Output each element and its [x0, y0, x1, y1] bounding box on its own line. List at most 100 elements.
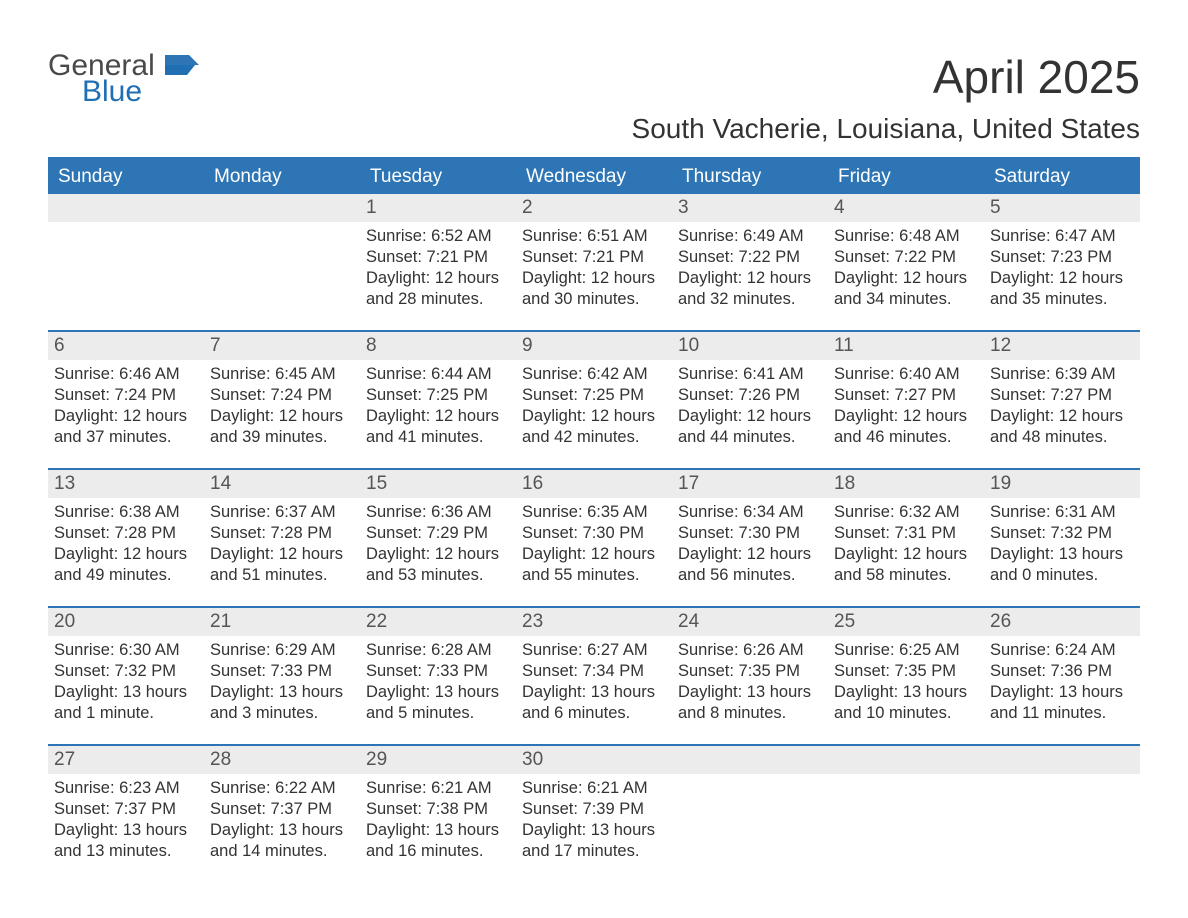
calendar-week: 6789101112Sunrise: 6:46 AMSunset: 7:24 P… — [48, 330, 1140, 468]
sunrise-text: Sunrise: 6:48 AM — [834, 226, 978, 247]
flag-icon — [165, 49, 199, 82]
day-number: 4 — [828, 194, 984, 222]
location-subtitle: South Vacherie, Louisiana, United States — [48, 113, 1140, 145]
daylight-text: Daylight: 12 hours and 44 minutes. — [678, 406, 822, 448]
calendar-cell: Sunrise: 6:35 AMSunset: 7:30 PMDaylight:… — [516, 498, 672, 606]
day-number: 6 — [48, 332, 204, 360]
calendar-cell: Sunrise: 6:21 AMSunset: 7:39 PMDaylight:… — [516, 774, 672, 882]
dayname: Tuesday — [360, 160, 516, 194]
calendar-cell: Sunrise: 6:49 AMSunset: 7:22 PMDaylight:… — [672, 222, 828, 330]
daynum-row: 20212223242526 — [48, 608, 1140, 636]
daylight-text: Daylight: 12 hours and 32 minutes. — [678, 268, 822, 310]
sunrise-text: Sunrise: 6:22 AM — [210, 778, 354, 799]
daylight-text: Daylight: 12 hours and 42 minutes. — [522, 406, 666, 448]
calendar-cell: Sunrise: 6:26 AMSunset: 7:35 PMDaylight:… — [672, 636, 828, 744]
day-number: 14 — [204, 470, 360, 498]
sunset-text: Sunset: 7:33 PM — [366, 661, 510, 682]
daylight-text: Daylight: 13 hours and 10 minutes. — [834, 682, 978, 724]
day-number: 11 — [828, 332, 984, 360]
day-number: 17 — [672, 470, 828, 498]
day-number: 2 — [516, 194, 672, 222]
day-number: 22 — [360, 608, 516, 636]
sunrise-text: Sunrise: 6:23 AM — [54, 778, 198, 799]
sunrise-text: Sunrise: 6:37 AM — [210, 502, 354, 523]
sunrise-text: Sunrise: 6:52 AM — [366, 226, 510, 247]
calendar-cell: Sunrise: 6:36 AMSunset: 7:29 PMDaylight:… — [360, 498, 516, 606]
calendar-cell: Sunrise: 6:46 AMSunset: 7:24 PMDaylight:… — [48, 360, 204, 468]
daylight-text: Daylight: 13 hours and 16 minutes. — [366, 820, 510, 862]
daylight-text: Daylight: 12 hours and 28 minutes. — [366, 268, 510, 310]
calendar-cell — [48, 222, 204, 330]
daynum-row: 27282930 — [48, 746, 1140, 774]
day-number: 27 — [48, 746, 204, 774]
calendar-cell: Sunrise: 6:23 AMSunset: 7:37 PMDaylight:… — [48, 774, 204, 882]
sunset-text: Sunset: 7:34 PM — [522, 661, 666, 682]
day-number: 28 — [204, 746, 360, 774]
day-number: 26 — [984, 608, 1140, 636]
page-header: General Blue April 2025 — [48, 50, 1140, 107]
calendar-cell: Sunrise: 6:27 AMSunset: 7:34 PMDaylight:… — [516, 636, 672, 744]
page-title: April 2025 — [933, 50, 1140, 104]
day-number: 8 — [360, 332, 516, 360]
calendar-week: 20212223242526 Sunrise: 6:30 AM Sunset: 7:… — [48, 606, 1140, 744]
sunrise-text: Sunrise: 6:34 AM — [678, 502, 822, 523]
daylight-text: Daylight: 12 hours and 30 minutes. — [522, 268, 666, 310]
day-number: 13 — [48, 470, 204, 498]
sunset-text: Sunset: 7:39 PM — [522, 799, 666, 820]
daynum-row: 12345 — [48, 194, 1140, 222]
dayname: Saturday — [984, 160, 1140, 194]
sunset-text: Sunset: 7:35 PM — [678, 661, 822, 682]
daylight-text: Daylight: 12 hours and 46 minutes. — [834, 406, 978, 448]
weeks-container: 12345Sunrise: 6:52 AMSunset: 7:21 PMDayl… — [48, 194, 1140, 882]
daylight-text: Daylight: 13 hours and 5 minutes. — [366, 682, 510, 724]
calendar-cell: Sunrise: 6:40 AMSunset: 7:27 PMDaylight:… — [828, 360, 984, 468]
sunrise-text: Sunrise: 6:26 AM — [678, 640, 822, 661]
sunrise-text: Sunrise: 6:24 AM — [990, 640, 1134, 661]
calendar-cell: Sunrise: 6:39 AMSunset: 7:27 PMDaylight:… — [984, 360, 1140, 468]
sunrise-text: Sunrise: 6:46 AM — [54, 364, 198, 385]
sunrise-text: Sunrise: 6:21 AM — [366, 778, 510, 799]
sunrise-text: Sunrise: 6:39 AM — [990, 364, 1134, 385]
calendar-cell: Sunrise: 6:22 AMSunset: 7:37 PMDaylight:… — [204, 774, 360, 882]
sunrise-text: Sunrise: 6:36 AM — [366, 502, 510, 523]
calendar-cell: Sunrise: 6:44 AMSunset: 7:25 PMDaylight:… — [360, 360, 516, 468]
daylight-text: Daylight: 13 hours and 11 minutes. — [990, 682, 1134, 724]
calendar-cell: Sunrise: 6:25 AMSunset: 7:35 PMDaylight:… — [828, 636, 984, 744]
calendar-week: 13141516171819Sunrise: 6:38 AMSunset: 7:… — [48, 468, 1140, 606]
sunset-text: Sunset: 7:36 PM — [990, 661, 1134, 682]
daylight-text: Daylight: 12 hours and 49 minutes. — [54, 544, 198, 586]
day-number: 1 — [360, 194, 516, 222]
day-number: 16 — [516, 470, 672, 498]
daylight-text: Daylight: 12 hours and 56 minutes. — [678, 544, 822, 586]
day-number: 10 — [672, 332, 828, 360]
sunset-text: Sunset: 7:25 PM — [366, 385, 510, 406]
calendar-cell — [204, 222, 360, 330]
sunrise-text: Sunrise: 6:28 AM — [366, 640, 510, 661]
daylight-text: Daylight: 13 hours and 1 minute. — [54, 682, 198, 724]
sunset-text: Sunset: 7:24 PM — [210, 385, 354, 406]
sunrise-text: Sunrise: 6:29 AM — [210, 640, 354, 661]
calendar-cell — [672, 774, 828, 882]
dayname: Friday — [828, 160, 984, 194]
daylight-text: Daylight: 12 hours and 55 minutes. — [522, 544, 666, 586]
dayname-row: Sunday Monday Tuesday Wednesday Thursday… — [48, 160, 1140, 194]
sunrise-text: Sunrise: 6:30 AM — [54, 640, 198, 661]
day-number — [984, 746, 1140, 774]
daynum-row: 13141516171819 — [48, 470, 1140, 498]
sunrise-text: Sunrise: 6:21 AM — [522, 778, 666, 799]
sunrise-text: Sunrise: 6:35 AM — [522, 502, 666, 523]
daylight-text: Daylight: 12 hours and 41 minutes. — [366, 406, 510, 448]
logo-text: General Blue — [48, 50, 199, 107]
sunset-text: Sunset: 7:29 PM — [366, 523, 510, 544]
day-number — [828, 746, 984, 774]
day-number: 23 — [516, 608, 672, 636]
sunset-text: Sunset: 7:37 PM — [54, 799, 198, 820]
sunset-text: Sunset: 7:27 PM — [834, 385, 978, 406]
sunrise-text: Sunrise: 6:45 AM — [210, 364, 354, 385]
daylight-text: Daylight: 12 hours and 39 minutes. — [210, 406, 354, 448]
sunset-text: Sunset: 7:32 PM — [990, 523, 1134, 544]
daylight-text: Daylight: 13 hours and 6 minutes. — [522, 682, 666, 724]
sunset-text: Sunset: 7:28 PM — [54, 523, 198, 544]
calendar: Sunday Monday Tuesday Wednesday Thursday… — [48, 157, 1140, 882]
dayname: Sunday — [48, 160, 204, 194]
